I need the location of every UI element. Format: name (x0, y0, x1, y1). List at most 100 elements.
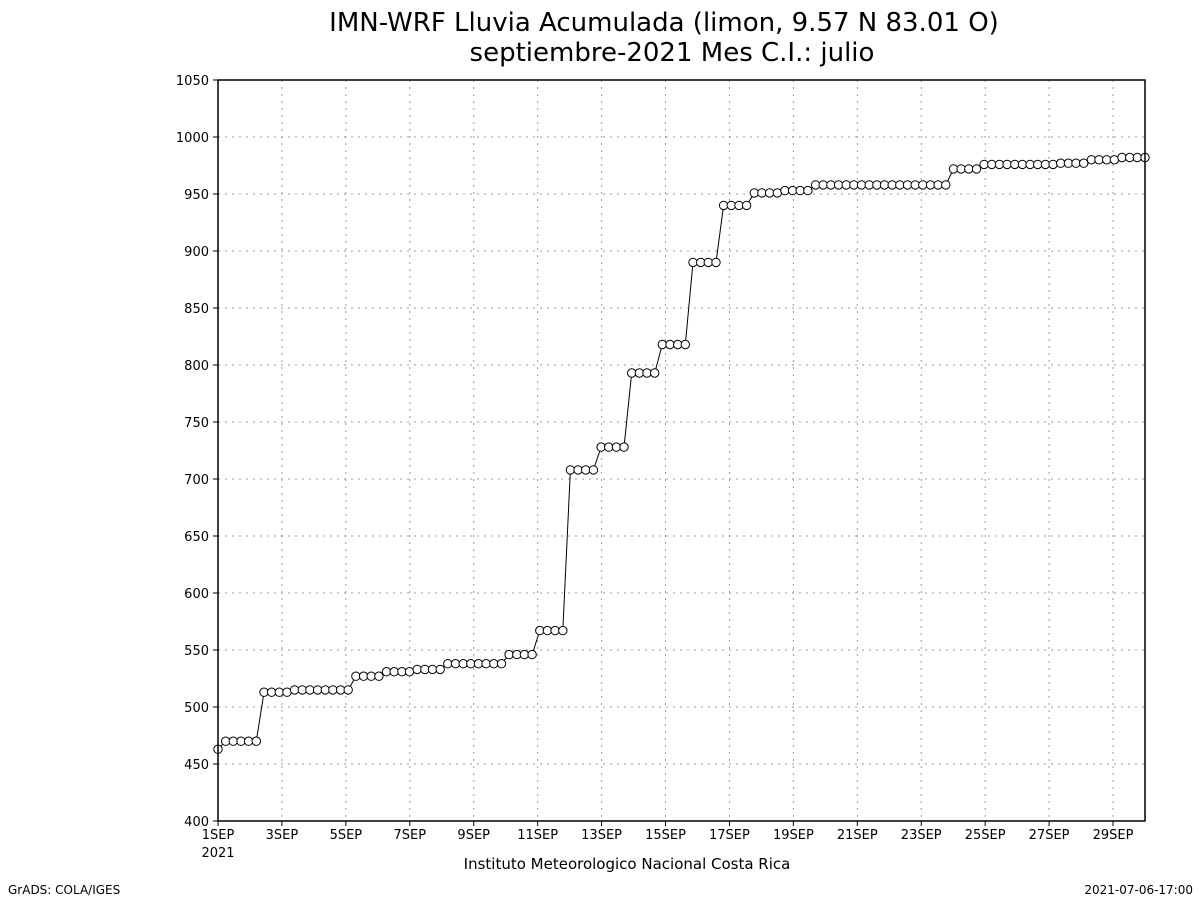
data-point (1102, 155, 1112, 165)
data-point (680, 339, 690, 350)
x-axis-ticks: 1SEP 2021 3SEP 5SEP 7SEP 9SEP 11SEP 13SEP 15SEP 1… (201, 821, 1134, 861)
y-tick-label: 450 (184, 758, 209, 773)
grid-lines (218, 80, 1145, 821)
chart-title: IMN-WRF Lluvia Acumulada (limon, 9.57 N … (329, 8, 999, 38)
data-point (1071, 158, 1081, 168)
data-point (1109, 155, 1120, 165)
data-point (481, 659, 491, 669)
data-point (688, 257, 698, 268)
data-point (427, 664, 438, 675)
data-point (251, 736, 261, 746)
data-point (941, 180, 951, 190)
data-point (726, 200, 736, 211)
data-point (933, 180, 943, 190)
data-point (381, 667, 392, 677)
data-point (918, 180, 928, 190)
data-point (1040, 159, 1051, 170)
data-point (435, 664, 445, 675)
data-point (1002, 159, 1012, 170)
data-point (496, 659, 507, 669)
series-markers (213, 152, 1150, 754)
plot-frame (217, 79, 1146, 822)
data-point (489, 659, 499, 669)
data-point (665, 339, 675, 350)
series-line (217, 157, 1145, 750)
data-point (412, 664, 422, 675)
data-point (795, 185, 805, 196)
data-point (228, 736, 239, 746)
x-tick-label: 1SEP (202, 828, 235, 843)
x-tick-label: 21SEP (837, 828, 878, 843)
x-tick-label: 5SEP (330, 828, 363, 843)
data-point (979, 159, 989, 170)
data-point (466, 659, 476, 669)
data-point (389, 667, 399, 677)
data-point (527, 649, 537, 660)
data-point (764, 188, 775, 198)
data-point (818, 180, 828, 190)
y-tick-label: 900 (184, 245, 209, 260)
x-tick-label: 29SEP (1093, 828, 1134, 843)
data-point (757, 188, 767, 198)
y-tick-label: 1000 (176, 131, 209, 146)
data-point (1132, 152, 1143, 163)
y-tick-label: 950 (184, 188, 209, 203)
data-point (550, 625, 560, 636)
data-point (266, 687, 277, 697)
data-point (282, 687, 292, 697)
x-tick-label: 11SEP (517, 828, 558, 843)
data-point (243, 736, 254, 746)
data-point (619, 442, 629, 452)
data-point (504, 649, 514, 660)
x-tick-label: 13SEP (581, 828, 622, 843)
y-tick-label: 800 (184, 359, 209, 374)
data-point (803, 185, 813, 196)
data-point (1079, 158, 1089, 168)
x-tick-label: 3SEP (266, 828, 299, 843)
data-point (542, 625, 553, 636)
data-point (1033, 159, 1043, 170)
data-point (519, 649, 530, 660)
data-point (711, 257, 721, 268)
footer-timestamp: 2021-07-06-17:00 (1084, 883, 1193, 897)
data-point (780, 185, 790, 196)
x-axis-label: Instituto Meteorologico Nacional Costa R… (464, 855, 791, 873)
y-tick-label: 850 (184, 302, 209, 317)
chart-subtitle: septiembre-2021 Mes C.I.: julio (470, 38, 875, 68)
x-tick-label: 9SEP (457, 828, 490, 843)
data-point (650, 368, 660, 378)
y-tick-label: 600 (184, 587, 209, 602)
data-point (604, 442, 614, 452)
y-tick-label: 1050 (176, 74, 209, 89)
data-point (1048, 159, 1058, 170)
y-tick-label: 700 (184, 473, 209, 488)
x-tick-label: 25SEP (965, 828, 1006, 843)
x-tick-label: 23SEP (901, 828, 942, 843)
x-tick-label: 27SEP (1029, 828, 1070, 843)
data-point (558, 625, 568, 636)
data-point (328, 685, 338, 695)
x-tick-label: 7SEP (394, 828, 427, 843)
data-point (1094, 155, 1104, 165)
data-point (627, 368, 637, 378)
data-point (1017, 159, 1028, 170)
data-point (864, 180, 874, 190)
y-tick-label: 750 (184, 416, 209, 431)
data-point (994, 159, 1005, 170)
data-point (964, 164, 974, 174)
data-point (902, 180, 913, 190)
data-point (703, 257, 713, 268)
data-point (450, 659, 461, 669)
data-point (841, 180, 851, 190)
data-point (565, 465, 576, 475)
data-point (1056, 158, 1066, 168)
data-point (1117, 152, 1127, 163)
y-axis-ticks: 400 450 500 550 600 650 700 750 800 850 900 950 1000… (176, 74, 218, 830)
data-point (642, 368, 652, 378)
data-point (718, 200, 729, 211)
data-point (289, 685, 300, 695)
y-tick-label: 400 (184, 815, 209, 830)
data-point (741, 200, 752, 211)
x-tick-label: 17SEP (709, 828, 750, 843)
data-point (404, 667, 415, 677)
